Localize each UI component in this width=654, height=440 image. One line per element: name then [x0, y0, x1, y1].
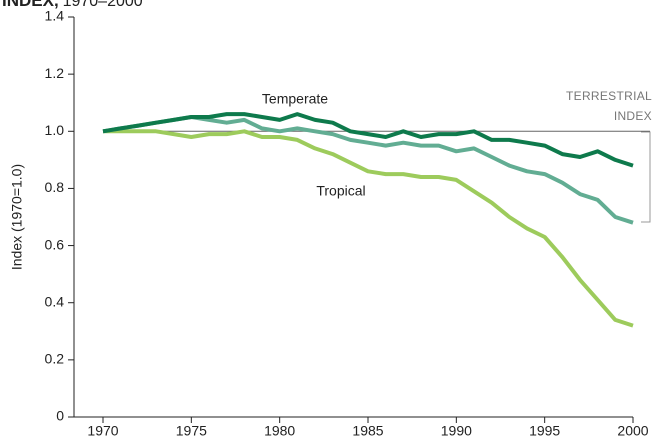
series-label: Tropical — [316, 183, 365, 199]
y-axis-label: Index (1970=1.0) — [9, 164, 25, 270]
y-tick-label: 0.4 — [45, 293, 65, 309]
series-label: TERRESTRIAL INDEX — [566, 89, 652, 123]
x-tick-label: 1985 — [352, 423, 383, 439]
x-tick-label: 1995 — [529, 423, 560, 439]
x-tick-label: 1990 — [441, 423, 472, 439]
y-tick-label: 1.0 — [45, 122, 65, 138]
series-line — [103, 129, 634, 328]
subtitle: 1970–2000 — [63, 0, 143, 10]
y-tick-label: 0.6 — [45, 236, 65, 252]
x-tick-label: 1975 — [176, 423, 207, 439]
bracket — [641, 131, 651, 223]
chart-title: INDEX, 1970–2000 — [2, 0, 143, 10]
x-tick-label: 1980 — [264, 423, 295, 439]
y-tick-label: 0 — [56, 408, 64, 424]
series-label: Temperate — [262, 91, 328, 107]
title: INDEX, — [2, 0, 59, 10]
y-tick-label: 1.2 — [45, 65, 65, 81]
y-tick-label: 0.8 — [45, 179, 65, 195]
y-tick-label: 1.4 — [45, 8, 65, 24]
series-line — [102, 112, 634, 168]
x-tick-label: 1970 — [87, 423, 118, 439]
x-tick-label: 2000 — [617, 423, 648, 439]
y-tick-label: 0.2 — [45, 351, 65, 367]
